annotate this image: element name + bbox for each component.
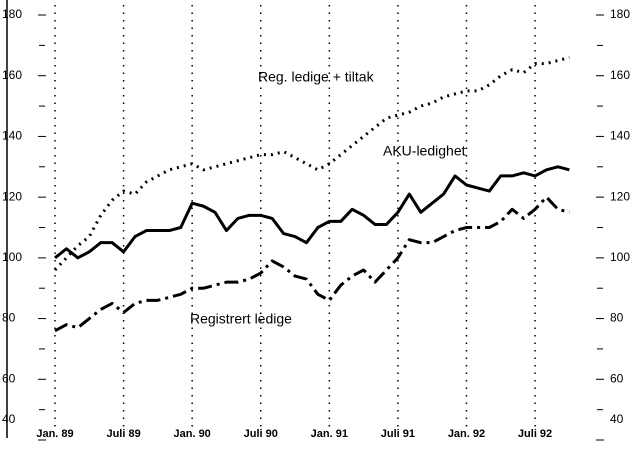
series-label: Reg. ledige + tiltak bbox=[258, 69, 375, 85]
x-tick-label: Jan. 90 bbox=[174, 428, 211, 440]
y2-tick-label: 40 bbox=[610, 412, 624, 426]
y-tick-label: 100 bbox=[2, 250, 22, 264]
series-label: AKU-ledighet bbox=[383, 143, 466, 159]
series-line bbox=[54, 195, 570, 333]
y2-tick-label: 60 bbox=[610, 371, 624, 385]
y2-tick-label: 80 bbox=[610, 311, 624, 325]
y2-tick-label: 120 bbox=[610, 189, 630, 203]
x-tick-label: Jan. 92 bbox=[448, 428, 485, 440]
y2-tick-label: 160 bbox=[610, 68, 630, 82]
x-tick-label: Jan. 89 bbox=[36, 428, 73, 440]
y2-tick-label: 180 bbox=[610, 7, 630, 21]
x-tick-label: Jan. 91 bbox=[311, 428, 348, 440]
y2-tick-label: 100 bbox=[610, 250, 630, 264]
y2-tick-label: 140 bbox=[610, 129, 630, 143]
x-tick-label: Juli 91 bbox=[381, 428, 415, 440]
series-line bbox=[54, 165, 570, 260]
y-tick-label: 120 bbox=[2, 189, 22, 203]
x-tick-label: Juli 92 bbox=[518, 428, 552, 440]
y-tick-label: 60 bbox=[2, 371, 16, 385]
y-tick-label: 80 bbox=[2, 311, 16, 325]
y-tick-label: 160 bbox=[2, 68, 22, 82]
x-tick-label: Juli 89 bbox=[106, 428, 140, 440]
y-tick-label: 40 bbox=[2, 412, 16, 426]
x-tick-label: Juli 90 bbox=[244, 428, 278, 440]
series-label: Registrert ledige bbox=[190, 311, 292, 327]
y-tick-label: 180 bbox=[2, 7, 22, 21]
y-tick-label: 140 bbox=[2, 129, 22, 143]
